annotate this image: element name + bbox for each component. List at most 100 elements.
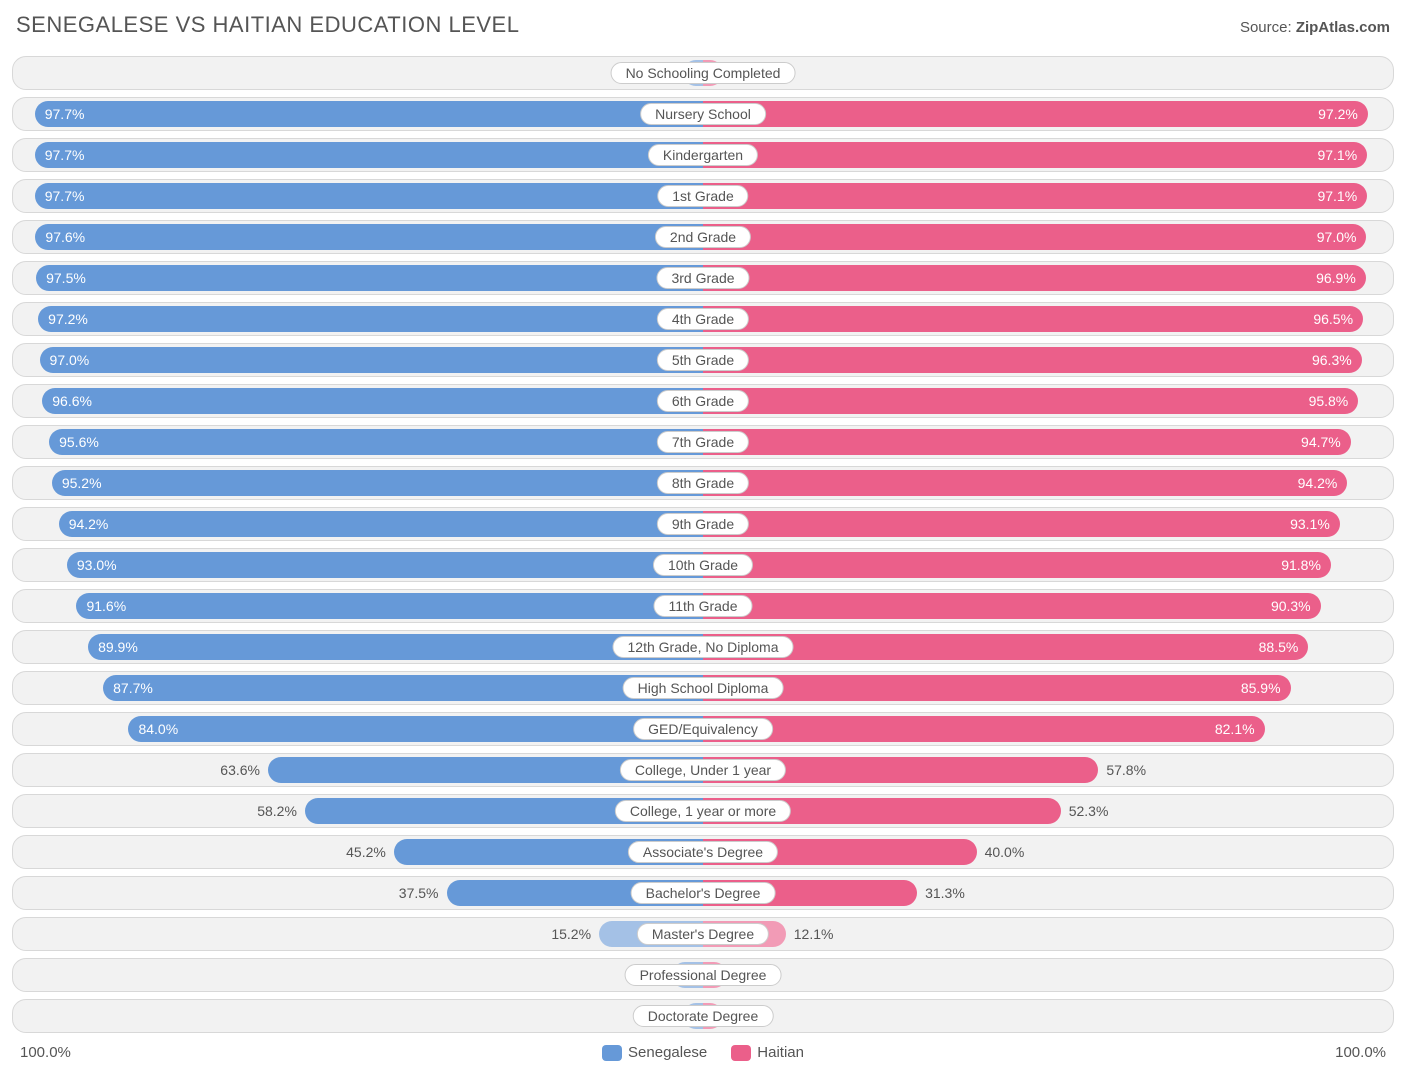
chart-row: 87.7%85.9%High School Diploma [12, 671, 1394, 705]
bar-right: 88.5% [703, 634, 1308, 660]
category-label: Nursery School [640, 103, 766, 125]
category-label: 4th Grade [657, 308, 749, 330]
bar-left: 84.0% [128, 716, 703, 742]
chart-row: 93.0%91.8%10th Grade [12, 548, 1394, 582]
bar-right: 94.7% [703, 429, 1351, 455]
category-label: 2nd Grade [655, 226, 751, 248]
chart-footer: 100.0% Senegalese Haitian 100.0% [12, 1040, 1394, 1061]
bar-right: 96.9% [703, 265, 1366, 291]
chart-row: 84.0%82.1%GED/Equivalency [12, 712, 1394, 746]
bar-right: 97.0% [703, 224, 1366, 250]
category-label: 5th Grade [657, 349, 749, 371]
chart-row: 97.7%97.1%1st Grade [12, 179, 1394, 213]
chart-row: 95.6%94.7%7th Grade [12, 425, 1394, 459]
chart-row: 37.5% 31.3% Bachelor's Degree [12, 876, 1394, 910]
chart-row: 95.2%94.2%8th Grade [12, 466, 1394, 500]
chart-row: 58.2%52.3%College, 1 year or more [12, 794, 1394, 828]
category-label: GED/Equivalency [633, 718, 773, 740]
bar-right: 97.2% [703, 101, 1368, 127]
chart-row: 4.6%3.5%Professional Degree [12, 958, 1394, 992]
bar-left: 94.2% [59, 511, 703, 537]
legend-label-right: Haitian [757, 1044, 804, 1061]
bar-left: 97.7% [35, 142, 703, 168]
bar-value-right: 40.0% [985, 844, 1025, 860]
chart-row: 97.7%97.2%Nursery School [12, 97, 1394, 131]
chart-row: 97.5%96.9%3rd Grade [12, 261, 1394, 295]
legend-swatch-left [602, 1045, 622, 1061]
bar-left: 95.2% [52, 470, 703, 496]
chart-row: 89.9%88.5%12th Grade, No Diploma [12, 630, 1394, 664]
chart-row: 96.6%95.8%6th Grade [12, 384, 1394, 418]
legend-swatch-right [731, 1045, 751, 1061]
bar-right: 82.1% [703, 716, 1265, 742]
legend-item-right: Haitian [731, 1044, 804, 1061]
legend: Senegalese Haitian [602, 1044, 804, 1061]
category-label: No Schooling Completed [611, 62, 796, 84]
bar-left: 91.6% [76, 593, 703, 619]
chart-row: 97.2%96.5%4th Grade [12, 302, 1394, 336]
chart-row: 63.6% 57.8% College, Under 1 year [12, 753, 1394, 787]
diverging-bar-chart: 2.3%2.9%No Schooling Completed97.7%97.2%… [12, 56, 1394, 1033]
bar-right: 90.3% [703, 593, 1321, 619]
bar-right: 96.3% [703, 347, 1362, 373]
chart-title: SENEGALESE VS HAITIAN EDUCATION LEVEL [16, 12, 519, 38]
chart-row: 97.7%97.1%Kindergarten [12, 138, 1394, 172]
bar-right: 96.5% [703, 306, 1363, 332]
chart-row: 97.0%96.3%5th Grade [12, 343, 1394, 377]
bar-left: 97.0% [40, 347, 703, 373]
axis-right-max: 100.0% [1335, 1044, 1386, 1061]
bar-value-right: 57.8% [1106, 762, 1146, 778]
bar-left: 97.2% [38, 306, 703, 332]
bar-right: 91.8% [703, 552, 1331, 578]
bar-left: 96.6% [42, 388, 703, 414]
bar-left: 97.5% [36, 265, 703, 291]
bar-value-left: 45.2% [346, 844, 386, 860]
legend-label-left: Senegalese [628, 1044, 707, 1061]
bar-value-left: 37.5% [399, 885, 439, 901]
category-label: Doctorate Degree [633, 1005, 774, 1027]
bar-right: 97.1% [703, 183, 1367, 209]
category-label: 8th Grade [657, 472, 749, 494]
category-label: Associate's Degree [628, 841, 778, 863]
chart-row: 45.2% 40.0% Associate's Degree [12, 835, 1394, 869]
bar-value-left: 15.2% [551, 926, 591, 942]
bar-left: 93.0% [67, 552, 703, 578]
category-label: Kindergarten [648, 144, 758, 166]
bar-value-left: 58.2% [257, 803, 297, 819]
bar-value-right: 12.1% [794, 926, 834, 942]
bar-right: 95.8% [703, 388, 1358, 414]
chart-source: Source: ZipAtlas.com [1240, 19, 1390, 36]
chart-row: 2.0%1.3%Doctorate Degree [12, 999, 1394, 1033]
category-label: Master's Degree [637, 923, 769, 945]
chart-row: 94.2%93.1%9th Grade [12, 507, 1394, 541]
category-label: 6th Grade [657, 390, 749, 412]
category-label: Bachelor's Degree [631, 882, 776, 904]
bar-left: 97.6% [35, 224, 703, 250]
bar-value-left: 63.6% [220, 762, 260, 778]
bar-left: 95.6% [49, 429, 703, 455]
category-label: 3rd Grade [656, 267, 749, 289]
axis-left-max: 100.0% [20, 1044, 71, 1061]
chart-row: 97.6%97.0%2nd Grade [12, 220, 1394, 254]
bar-right: 94.2% [703, 470, 1347, 496]
bar-left: 87.7% [103, 675, 703, 701]
bar-value-right: 31.3% [925, 885, 965, 901]
source-prefix: Source: [1240, 19, 1292, 36]
category-label: 7th Grade [657, 431, 749, 453]
category-label: College, 1 year or more [615, 800, 791, 822]
bar-left: 89.9% [88, 634, 703, 660]
category-label: 9th Grade [657, 513, 749, 535]
category-label: College, Under 1 year [620, 759, 786, 781]
bar-left: 97.7% [35, 183, 703, 209]
chart-row: 2.3%2.9%No Schooling Completed [12, 56, 1394, 90]
bar-right: 97.1% [703, 142, 1367, 168]
bar-left: 97.7% [35, 101, 703, 127]
source-name: ZipAtlas.com [1296, 19, 1390, 36]
chart-row: 91.6%90.3%11th Grade [12, 589, 1394, 623]
category-label: 10th Grade [653, 554, 753, 576]
bar-right: 93.1% [703, 511, 1340, 537]
chart-header: SENEGALESE VS HAITIAN EDUCATION LEVEL So… [12, 12, 1394, 38]
chart-row: 15.2% 12.1% Master's Degree [12, 917, 1394, 951]
bar-right: 85.9% [703, 675, 1291, 701]
category-label: 12th Grade, No Diploma [613, 636, 794, 658]
